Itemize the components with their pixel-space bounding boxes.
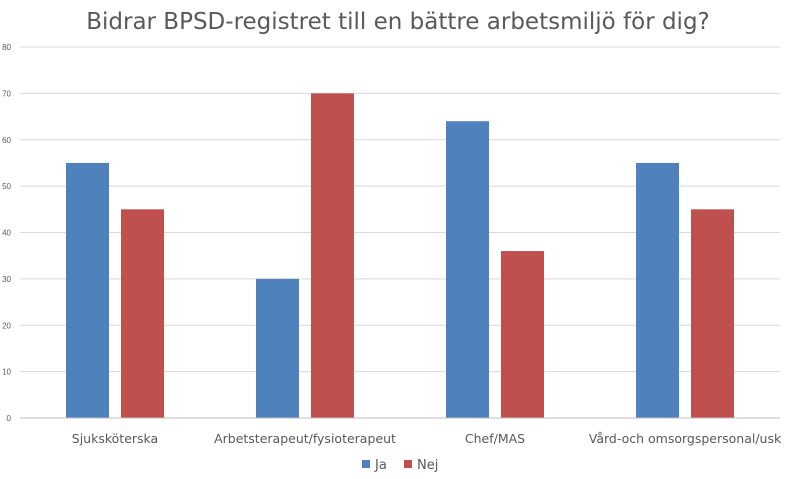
bar-ja-2 — [446, 121, 489, 418]
y-axis-ticks: 0 10 20 30 40 50 60 70 80 — [2, 43, 11, 423]
bar-ja-1 — [256, 278, 299, 418]
legend-swatch-nej — [404, 460, 412, 468]
y-tick-label: 70 — [2, 89, 11, 98]
y-tick-label: 10 — [2, 368, 11, 377]
y-tick-label: 20 — [2, 321, 11, 330]
legend: Ja Nej — [362, 458, 438, 473]
legend-label-nej: Nej — [417, 458, 438, 473]
bar-nej-2 — [501, 251, 544, 418]
bar-ja-0 — [66, 162, 109, 418]
x-tick-label: Chef/MAS — [465, 431, 525, 446]
x-tick-label: Sjuksköterska — [72, 431, 158, 446]
bar-nej-1 — [311, 93, 354, 418]
y-tick-label: 40 — [2, 229, 11, 238]
bar-ja-3 — [636, 162, 679, 418]
legend-swatch-ja — [362, 460, 370, 468]
x-axis-ticks: Sjuksköterska Arbetsterapeut/fysioterapeu… — [72, 431, 782, 446]
y-tick-label: 50 — [2, 182, 11, 191]
y-tick-label: 0 — [7, 414, 12, 423]
x-tick-label: Vård-och omsorgspersonal/usk — [589, 431, 782, 446]
bar-nej-3 — [691, 209, 734, 418]
chart-title: Bidrar BPSD-registret till en bättre arb… — [86, 9, 710, 35]
x-tick-label: Arbetsterapeut/fysioterapeut — [214, 431, 396, 446]
y-tick-label: 80 — [2, 43, 11, 52]
bar-nej-0 — [121, 209, 164, 418]
y-tick-label: 30 — [2, 275, 11, 284]
legend-label-ja: Ja — [374, 458, 387, 473]
y-tick-label: 60 — [2, 136, 11, 145]
bars — [66, 93, 734, 418]
